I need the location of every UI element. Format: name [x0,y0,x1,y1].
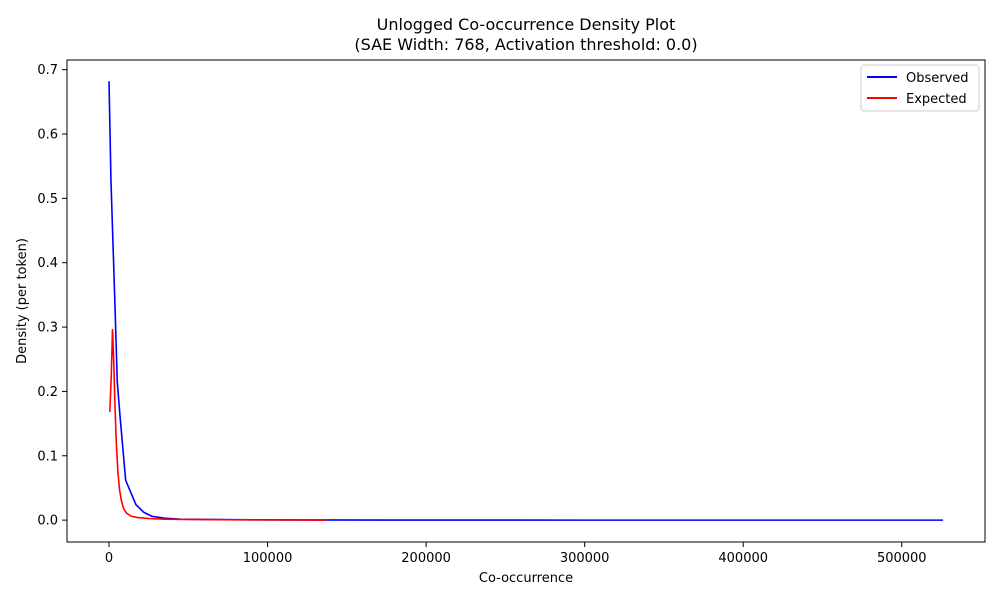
x-tick-label: 300000 [560,551,610,566]
chart-title: Unlogged Co-occurrence Density Plot [377,15,676,34]
x-tick-label: 500000 [877,551,927,566]
x-axis-label: Co-occurrence [479,571,573,586]
y-axis: 0.0 0.1 0.2 0.3 0.4 0.5 0.6 0.7 [37,63,67,529]
legend: Observed Expected [860,64,980,112]
legend-label-expected: Expected [906,92,967,107]
x-tick-label: 0 [105,551,113,566]
y-tick-label: 0.0 [37,514,58,529]
y-tick-label: 0.6 [37,128,58,143]
chart-subtitle: (SAE Width: 768, Activation threshold: 0… [354,35,697,54]
x-tick-label: 100000 [243,551,293,566]
y-tick-label: 0.3 [37,321,58,336]
x-tick-label: 400000 [718,551,768,566]
plot-area [108,81,943,521]
x-tick-label: 200000 [401,551,451,566]
y-tick-label: 0.2 [37,385,58,400]
plot-frame [66,59,986,543]
legend-label-observed: Observed [906,71,969,86]
y-axis-label: Density (per token) [15,238,30,364]
series-line-expected [109,328,327,521]
y-tick-label: 0.5 [37,192,58,207]
y-tick-label: 0.4 [37,256,58,271]
y-tick-label: 0.1 [37,449,58,464]
y-tick-label: 0.7 [37,63,58,78]
x-axis: 0 100000 200000 300000 400000 500000 [105,542,927,566]
series-line-observed [108,81,943,521]
